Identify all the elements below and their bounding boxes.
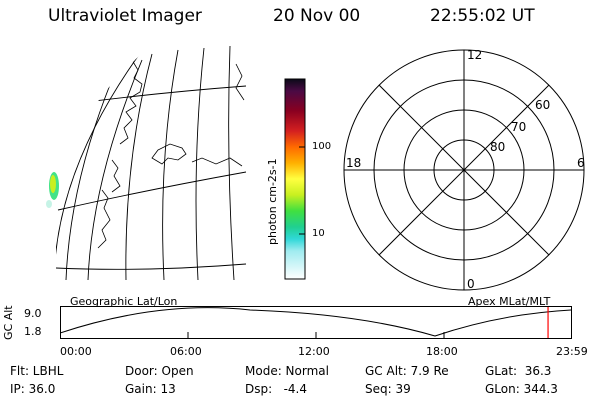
parallel-line xyxy=(85,85,247,103)
globe-limb xyxy=(56,51,142,281)
colorbar-unit-label: photon cm-2s-1 xyxy=(266,158,279,245)
aurora-emission-faint xyxy=(46,200,52,208)
mlat-label-80: 80 xyxy=(490,140,506,154)
time-tick-label-0000: 00:00 xyxy=(60,345,92,358)
polar-mlat-mlt-plot xyxy=(343,49,585,291)
mlt-label-18: 18 xyxy=(346,156,362,170)
status-mode: Mode: Normal xyxy=(245,364,329,378)
coastline xyxy=(111,159,121,193)
instrument-title: Ultraviolet Imager xyxy=(48,6,202,26)
geographic-latlon-title: Geographic Lat/Lon xyxy=(70,295,178,308)
coastline xyxy=(97,189,111,249)
status-filter: Flt: LBHL xyxy=(10,364,64,378)
parallel-line xyxy=(57,171,247,211)
meridian-line xyxy=(125,53,153,281)
meridian-line xyxy=(87,59,143,281)
status-seq: Seq: 39 xyxy=(365,382,411,396)
time-label: 22:55:02 UT xyxy=(430,6,535,26)
meridian-line xyxy=(65,69,117,281)
gc-alt-curve xyxy=(60,307,572,337)
polar-axis-diagonal xyxy=(378,84,550,256)
intensity-colorbar xyxy=(284,78,306,280)
colorbar-tick-100: 100 xyxy=(312,141,332,152)
meridian-line xyxy=(195,47,205,281)
gc-alt-axis-label: GC Alt xyxy=(2,305,15,340)
status-dsp: Dsp: -4.4 xyxy=(245,382,308,396)
coastline xyxy=(235,63,245,101)
mlt-label-0: 0 xyxy=(467,277,475,291)
time-tick-label-1800: 18:00 xyxy=(426,345,458,358)
mlat-label-70: 70 xyxy=(511,120,527,134)
time-tick-label-0600: 06:00 xyxy=(170,345,202,358)
meridian-line xyxy=(162,49,179,281)
gc-alt-tick-9: 9.0 xyxy=(24,307,42,320)
aurora-emission-core xyxy=(50,175,56,193)
geographic-globe-view xyxy=(46,45,247,281)
time-tick-label-2359: 23:59 xyxy=(556,345,588,358)
time-tick-label-1200: 12:00 xyxy=(298,345,330,358)
apex-mlat-mlt-title: Apex MLat/MLT xyxy=(468,295,551,308)
gc-alt-tick-1-8: 1.8 xyxy=(24,325,42,338)
colorbar-tick-10: 10 xyxy=(312,228,325,239)
status-gain: Gain: 13 xyxy=(125,382,176,396)
mlt-label-12: 12 xyxy=(467,48,483,62)
mlat-label-60: 60 xyxy=(535,98,551,112)
status-glon: GLon: 344.3 xyxy=(485,382,558,396)
mlt-label-6: 6 xyxy=(577,156,585,170)
coastline xyxy=(151,143,187,165)
status-gc-alt: GC Alt: 7.9 Re xyxy=(365,364,449,378)
status-ip: IP: 36.0 xyxy=(10,382,56,396)
status-glat: GLat: 36.3 xyxy=(485,364,552,378)
orbit-altitude-plot xyxy=(60,306,572,339)
meridian-line xyxy=(228,45,235,281)
coastline xyxy=(191,157,243,167)
coastline xyxy=(119,59,143,145)
date-label: 20 Nov 00 xyxy=(273,6,361,26)
status-door: Door: Open xyxy=(125,364,194,378)
parallel-line xyxy=(56,263,247,270)
